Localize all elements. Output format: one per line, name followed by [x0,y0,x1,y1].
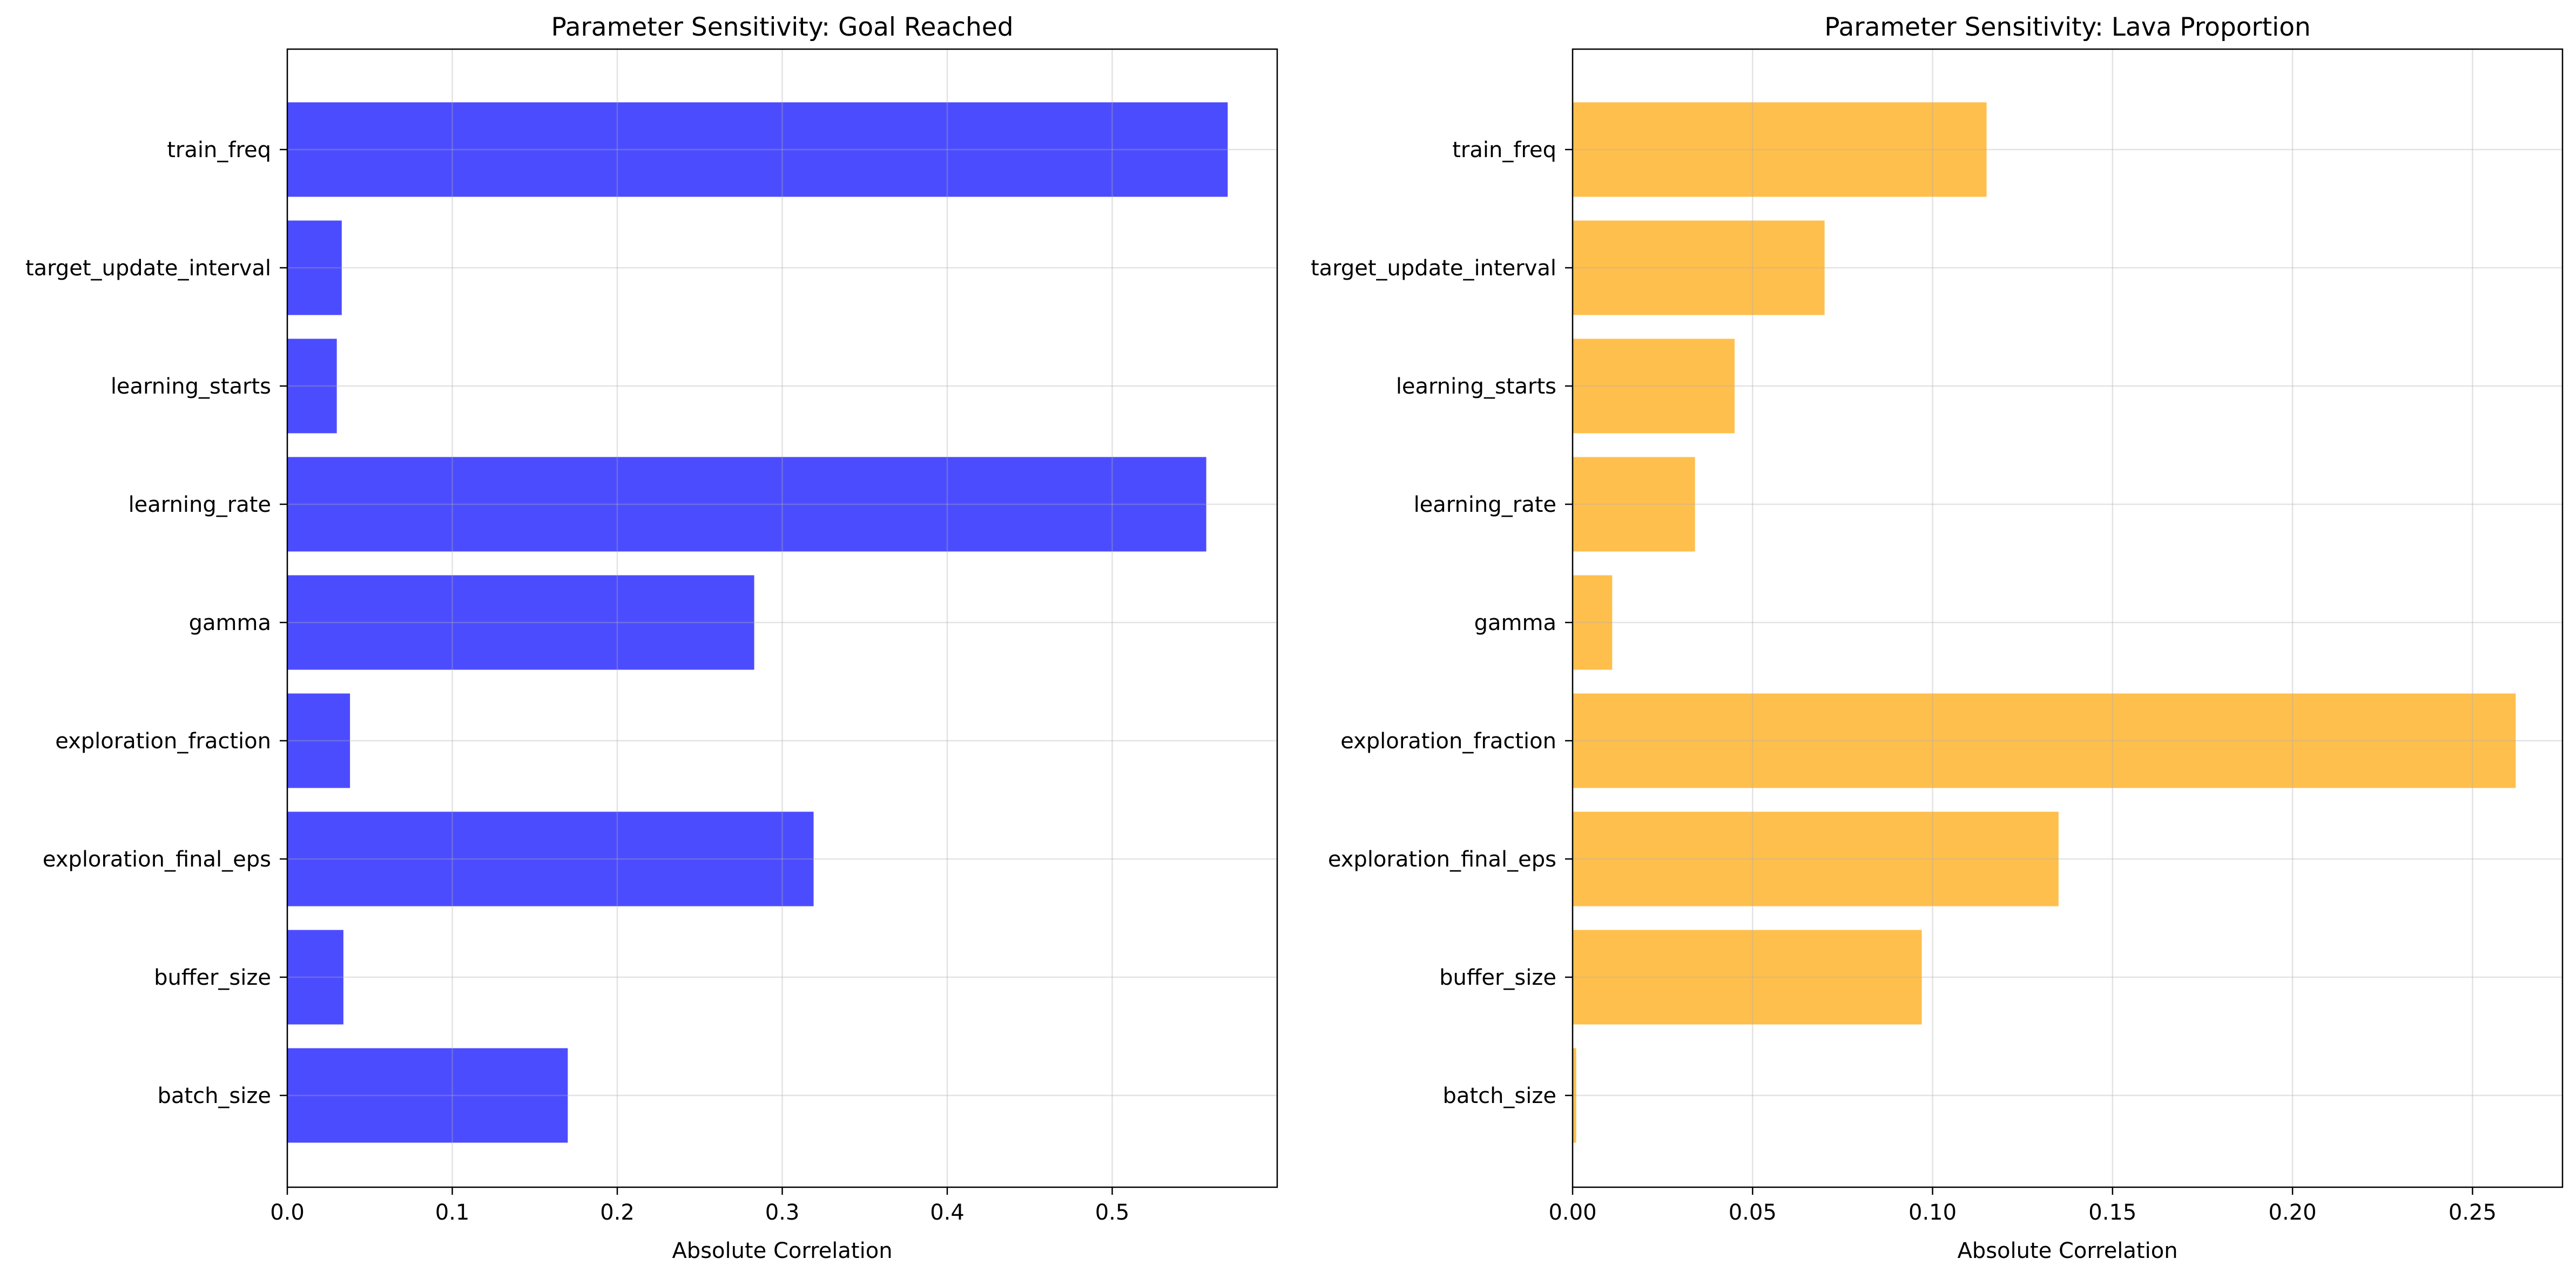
x-tick-label: 0.5 [1095,1200,1130,1225]
bar-train_freq [1573,102,1987,197]
axes-frame [1572,48,2564,1188]
y-tick-label-train_freq: train_freq [1452,138,1556,163]
y-tick-label-learning_starts: learning_starts [111,374,271,399]
y-tick-label-gamma: gamma [1474,611,1556,635]
y-tick-label-learning_rate: learning_rate [129,492,271,517]
bar-gamma [287,575,754,670]
y-tick-label-gamma: gamma [189,611,271,635]
x-tick-label: 0.15 [2088,1200,2136,1225]
y-tick-label-exploration_final_eps: exploration_final_eps [1328,847,1556,872]
y-tick-label-learning_rate: learning_rate [1414,492,1556,517]
y-tick-label-exploration_final_eps: exploration_final_eps [43,847,271,872]
y-tick-label-train_freq: train_freq [167,138,271,163]
x-tick-label: 0.00 [1548,1200,1596,1225]
x-tick-label: 0.3 [765,1200,800,1225]
y-tick-label-learning_starts: learning_starts [1396,374,1556,399]
bar-buffer_size [1573,930,1922,1025]
bar-learning_starts [287,339,337,434]
bar-target_update_interval [287,220,342,315]
bar-learning_rate [1573,457,1695,552]
x-tick-label: 0.2 [600,1200,635,1225]
x-tick-label: 0.25 [2449,1200,2497,1225]
bar-target_update_interval [1573,220,1825,315]
x-axis-label: Absolute Correlation [1957,1239,2177,1263]
x-tick-label: 0.05 [1729,1200,1777,1225]
x-axis-label: Absolute Correlation [672,1239,892,1263]
y-tick-label-buffer_size: buffer_size [1439,965,1556,990]
y-tick-label-buffer_size: buffer_size [154,965,271,990]
bar-exploration_final_eps [1573,811,2059,906]
bar-batch_size [1573,1048,1576,1143]
x-tick-label: 0.0 [270,1200,305,1225]
bar-exploration_fraction [1573,693,2516,788]
bar-train_freq [287,102,1228,197]
x-tick-label: 0.10 [1909,1200,1957,1225]
bar-learning_rate [287,457,1206,552]
y-tick-label-exploration_fraction: exploration_fraction [55,729,271,754]
axes-frame [286,48,1278,1188]
chart-title: Parameter Sensitivity: Lava Proportion [1824,12,2311,42]
y-tick-label-target_update_interval: target_update_interval [25,256,271,281]
x-tick-label: 0.20 [2269,1200,2317,1225]
bar-exploration_fraction [287,693,350,788]
bar-batch_size [287,1048,568,1143]
chart-title: Parameter Sensitivity: Goal Reached [551,12,1013,42]
y-tick-label-exploration_fraction: exploration_fraction [1340,729,1556,754]
y-tick-label-target_update_interval: target_update_interval [1311,256,1556,281]
x-tick-label: 0.1 [435,1200,470,1225]
bar-gamma [1573,575,1613,670]
chart-lava: Parameter Sensitivity: Lava Proportion 0.… [1311,12,2564,1263]
chart-goal: Parameter Sensitivity: Goal Reached 0.0 0.… [25,12,1278,1263]
bar-learning_starts [1573,339,1735,434]
y-tick-label-batch_size: batch_size [158,1084,272,1108]
bar-exploration_final_eps [287,811,814,906]
bar-buffer_size [287,930,343,1025]
x-tick-label: 0.4 [930,1200,965,1225]
y-tick-label-batch_size: batch_size [1443,1084,1557,1108]
